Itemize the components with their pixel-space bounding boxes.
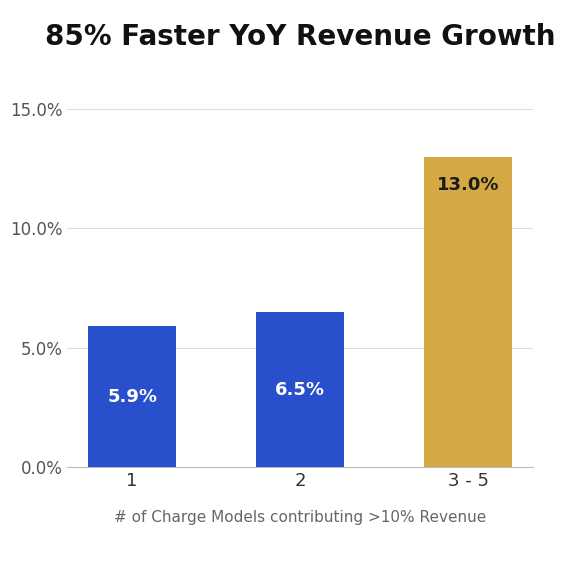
Bar	[425, 157, 512, 467]
Text: 5.9%: 5.9%	[107, 388, 157, 406]
Text: 6.5%: 6.5%	[275, 381, 325, 399]
Bar	[89, 327, 176, 467]
Bar	[256, 312, 344, 467]
Title: 85% Faster YoY Revenue Growth: 85% Faster YoY Revenue Growth	[45, 24, 555, 51]
X-axis label: # of Charge Models contributing >10% Revenue: # of Charge Models contributing >10% Rev…	[114, 510, 486, 525]
Text: 13.0%: 13.0%	[437, 176, 499, 194]
